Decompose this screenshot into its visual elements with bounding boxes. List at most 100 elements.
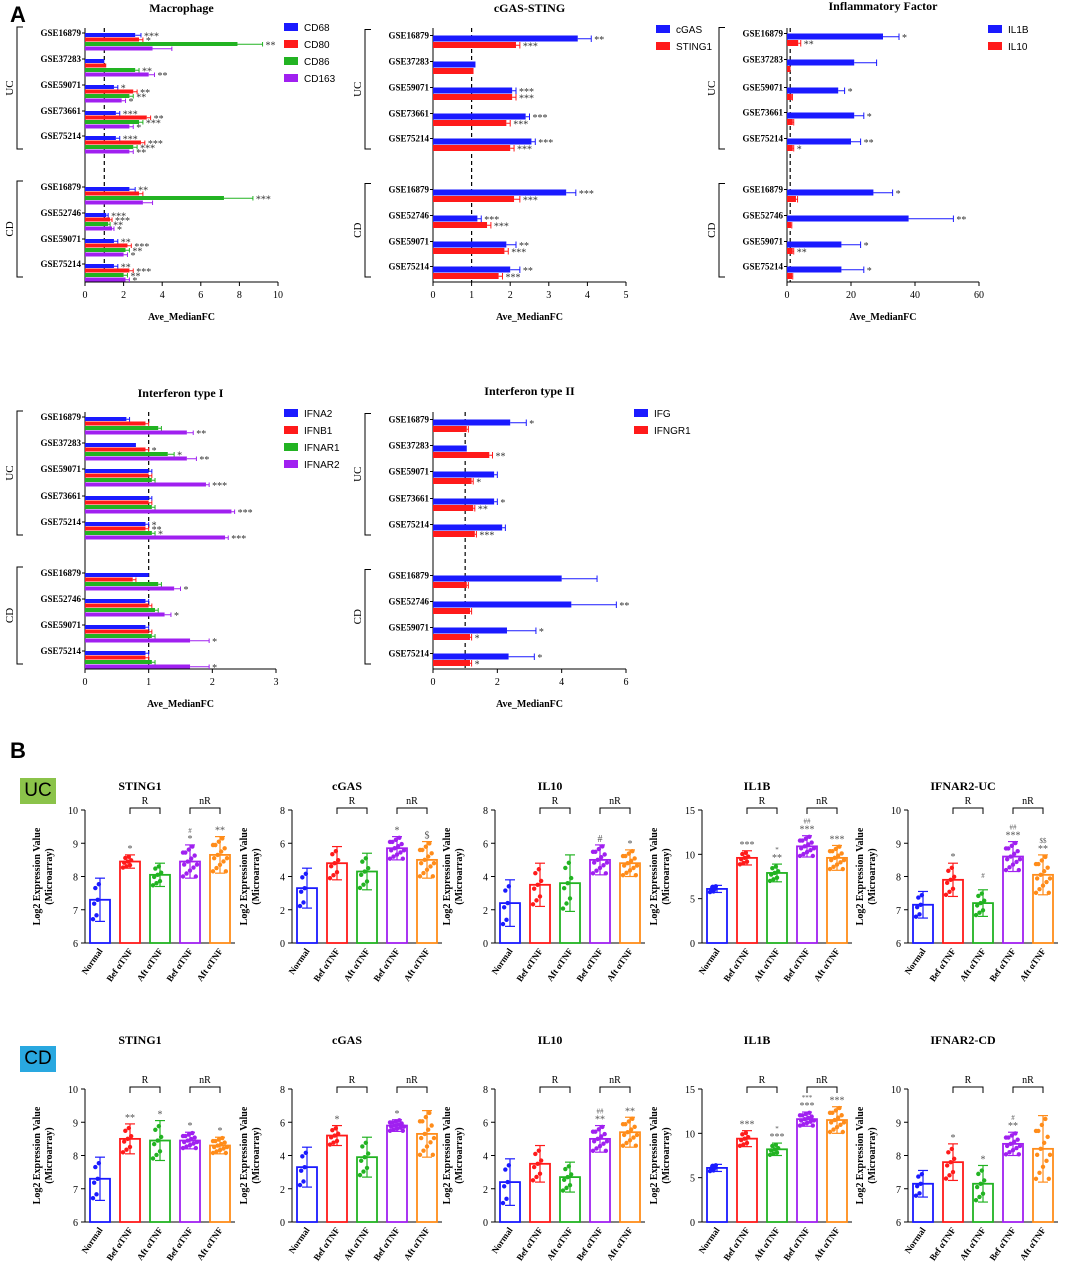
B-CD-IL10-data-point: [621, 1132, 627, 1138]
A3-bar: [787, 138, 851, 145]
A2-category-label: GSE59071: [388, 83, 429, 93]
B-UC-cGAS-title: cGAS: [332, 779, 362, 793]
A4-category-label: GSE75214: [40, 517, 81, 527]
B-UC-IL1B-bracket: [746, 807, 778, 814]
B-CD-cGAS-data-point: [365, 1151, 371, 1156]
B-UC-STING1-bar: [119, 860, 141, 944]
A3-sig-label: **: [956, 215, 966, 226]
A4-sig-label: *: [212, 637, 217, 648]
B-UC-cGAS-data-point: [298, 889, 304, 894]
A4-sig-label: *: [184, 585, 189, 596]
A2-sig-label: ***: [517, 144, 532, 155]
A1-bar: [85, 59, 105, 63]
B-CD-IFNAR2-CD-data-point: [974, 1184, 980, 1190]
B-CD-IL10-data-point: [630, 1116, 635, 1121]
B-CD-STING1-data-point: [155, 1138, 160, 1143]
B-CD-IL10-data-point: [633, 1143, 639, 1148]
B-UC-IL1B-bar: [706, 888, 728, 944]
B-UC-STING1-data-point: [158, 870, 164, 875]
B-UC-STING1-data-point: [180, 874, 186, 879]
B-CD-STING1-data-point: [180, 1133, 186, 1139]
B-UC-IFNAR2-UC-data-point: [1038, 872, 1043, 878]
B-UC-IL1B-data-point: [745, 854, 751, 859]
B-CD-IL1B-y-axis-label: Log2 Expression Value: [649, 1106, 660, 1204]
B-UC-cGAS-data-point: [424, 867, 430, 872]
B-UC-IL10-data-point: [530, 902, 536, 907]
B-CD-IL1B-data-point: [743, 1130, 749, 1136]
B-CD-STING1-data-point: [123, 1128, 128, 1133]
B-UC-STING1-data-point: [186, 847, 192, 852]
B-CD-STING1-category-label: Aft αTNF: [195, 1225, 225, 1262]
B-CD-IFNAR2-CD-category-label: Aft αTNF: [1018, 1225, 1048, 1262]
A4-legend-label: IFNB1: [304, 426, 333, 437]
A3-bar: [787, 266, 842, 273]
B-CD-STING1-data-point: [153, 1127, 158, 1132]
B-CD-cGAS-data-point: [429, 1123, 434, 1128]
B-UC-cGAS-y-tick-label: 2: [280, 906, 285, 917]
B-CD-IL1B-bar: [826, 1119, 848, 1223]
A3-bar: [787, 66, 791, 72]
B-CD-cGAS-data-point: [393, 1119, 399, 1124]
B-UC-IL10-data-point: [501, 905, 507, 910]
A2-sig-label: ***: [513, 119, 528, 130]
B-CD-IL1B-bar: [796, 1118, 818, 1223]
B-UC-cGAS-data-point: [333, 849, 339, 854]
A1-sig-label: ***: [146, 118, 161, 129]
B-CD-IL10-y-axis-label: Log2 Expression Value: [442, 1106, 453, 1204]
B-UC-STING1-y-tick-label: 7: [73, 906, 78, 917]
A1-group-label: UC: [4, 80, 16, 95]
A1-group-bracket: [16, 26, 23, 150]
A5-category-label: GSE75214: [388, 520, 429, 530]
A2-bar: [433, 35, 578, 42]
B-UC-cGAS-data-point: [297, 903, 303, 909]
B-UC-IFNAR2-UC-category-label: Normal: [903, 946, 928, 976]
A5-bar: [433, 575, 562, 582]
B-CD-IL10-data-point: [620, 1121, 626, 1127]
B-UC-STING1-data-point: [156, 864, 162, 869]
B-UC-cGAS-data-point: [387, 856, 393, 861]
B-CD-IL1B-y-tick-label: 15: [685, 1085, 695, 1096]
A2-sig-label: **: [594, 35, 604, 46]
B-UC-STING1-category-label: Aft αTNF: [195, 946, 225, 983]
A2-bar: [433, 266, 511, 273]
A2-sig-label: ***: [511, 247, 526, 258]
B-UC-IFNAR2-UC-data-point: [1039, 858, 1045, 863]
A1-category-label: GSE16879: [40, 182, 81, 192]
B-CD-STING1-data-point: [215, 1143, 220, 1148]
B-CD-STING1-data-point: [154, 1152, 159, 1158]
B-UC-STING1-data-point: [192, 853, 197, 858]
B-UC-STING1-data-point: [93, 885, 98, 891]
A5-bar: [433, 498, 495, 505]
A3-bar: [787, 248, 793, 254]
A4-x-axis-label: Ave_MedianFC: [147, 699, 214, 710]
B-CD-IL10-data-point: [590, 1129, 596, 1134]
B-CD-IL1B-data-point: [801, 1122, 806, 1127]
B-CD-cGAS-sig-label: *: [335, 1115, 340, 1126]
B-UC-IL1B-data-point: [841, 857, 847, 863]
A4-bar: [85, 629, 149, 634]
B-UC-STING1-bracket: [129, 807, 161, 814]
B-UC-IL10-data-point: [597, 865, 603, 871]
B-UC-IFNAR2-UC-data-point: [978, 900, 983, 906]
B-UC-STING1-y-tick-label: 8: [73, 873, 78, 884]
B-UC-STING1-data-point: [211, 855, 217, 861]
A2-bar: [433, 61, 476, 68]
B-UC-cGAS-data-point: [428, 864, 433, 869]
A1-sig-label: **: [136, 148, 146, 159]
B-UC-STING1-data-point: [121, 860, 127, 865]
B-CD-STING1-title: STING1: [118, 1033, 161, 1047]
B-UC-IL10-data-point: [632, 856, 637, 861]
B-UC-IL10-data-point: [603, 871, 609, 876]
A4-bar: [85, 456, 187, 461]
B-CD-IFNAR2-CD-data-point: [917, 1191, 922, 1196]
B-CD-IFNAR2-CD-sig-label: *: [951, 1133, 956, 1144]
B-CD-cGAS-y-axis-label: Log2 Expression Value: [239, 1106, 250, 1204]
B-CD-IL1B-y-tick-label: 5: [690, 1174, 695, 1185]
B-UC-STING1-data-point: [216, 839, 222, 844]
B-UC-IL10-bracket-label: nR: [609, 796, 621, 807]
A4-legend-label: IFNAR1: [304, 443, 340, 454]
A3-bar: [787, 119, 793, 125]
uc-tag: UC: [20, 778, 56, 804]
A2-legend-label: cGAS: [676, 25, 702, 36]
B-UC-IL1B-title: IL1B: [744, 779, 771, 793]
